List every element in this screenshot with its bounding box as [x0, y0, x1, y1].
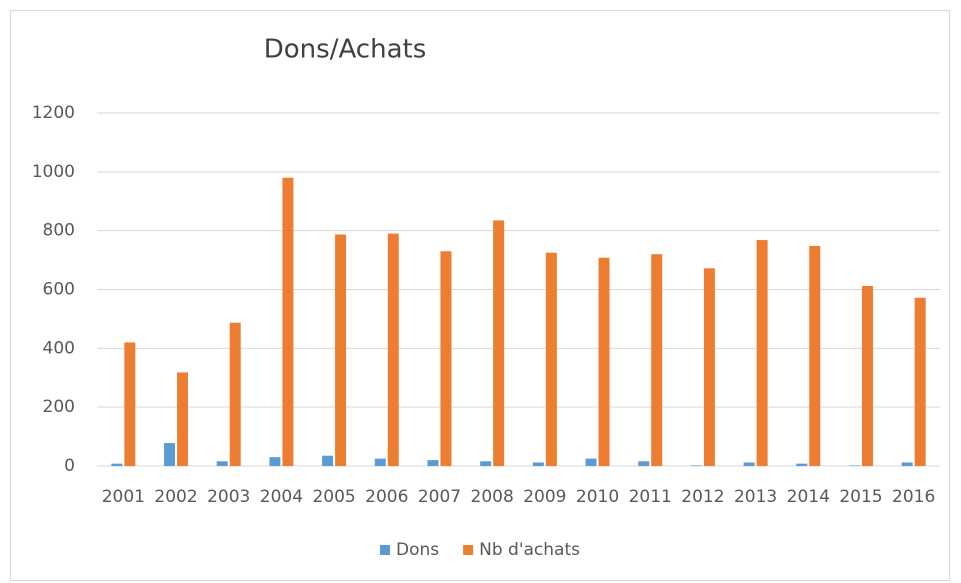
x-tick-label: 2008 [471, 487, 514, 507]
legend-swatch [463, 545, 474, 555]
x-tick-label: 2011 [629, 487, 672, 507]
x-tick-label: 2014 [787, 487, 830, 507]
bar [480, 461, 492, 466]
y-tick-label: 600 [43, 280, 75, 300]
bar [229, 322, 241, 466]
y-tick-label: 1000 [32, 162, 75, 182]
bar [809, 245, 821, 466]
bar [322, 455, 334, 466]
x-tick-label: 2006 [365, 487, 408, 507]
bar [216, 461, 228, 466]
y-tick-label: 200 [43, 397, 75, 417]
bar [638, 461, 650, 466]
bar [848, 465, 860, 466]
bar [545, 252, 557, 466]
x-tick-label: 2010 [576, 487, 619, 507]
x-tick-label: 2001 [102, 487, 145, 507]
bar [164, 443, 176, 466]
bar [585, 458, 597, 466]
x-tick-label: 2012 [681, 487, 724, 507]
legend-label: Nb d'achats [479, 540, 580, 560]
bar [335, 234, 347, 466]
x-tick-label: 2015 [839, 487, 882, 507]
bar [111, 463, 123, 466]
bar [743, 462, 755, 466]
bar [387, 233, 399, 466]
bar [756, 240, 768, 466]
x-tick-label: 2009 [523, 487, 566, 507]
bar [374, 458, 386, 466]
x-tick-label: 2016 [892, 487, 935, 507]
bar [703, 268, 715, 466]
bar [796, 463, 808, 466]
legend-label: Dons [396, 540, 439, 560]
bar [493, 220, 505, 466]
y-tick-label: 1200 [32, 103, 75, 123]
x-tick-label: 2007 [418, 487, 461, 507]
bar [690, 465, 702, 466]
bar [532, 462, 544, 466]
bar [651, 254, 663, 466]
legend-swatch [380, 545, 390, 555]
x-tick-label: 2013 [734, 487, 777, 507]
y-tick-label: 800 [43, 221, 75, 241]
x-tick-label: 2003 [207, 487, 250, 507]
x-tick-label: 2004 [260, 487, 303, 507]
y-tick-label: 0 [64, 456, 75, 476]
bar [861, 285, 873, 466]
bar [598, 257, 610, 466]
bar [282, 177, 294, 466]
bar [269, 457, 281, 466]
chart-title: Dons/Achats [264, 35, 427, 65]
x-tick-label: 2002 [154, 487, 197, 507]
x-tick-label: 2005 [312, 487, 355, 507]
bar [124, 342, 136, 466]
chart-border [10, 10, 950, 581]
bar [914, 297, 926, 466]
bar [427, 460, 439, 466]
bar [901, 462, 913, 466]
bar [440, 251, 452, 466]
y-tick-label: 400 [43, 338, 75, 358]
bar [177, 372, 189, 466]
